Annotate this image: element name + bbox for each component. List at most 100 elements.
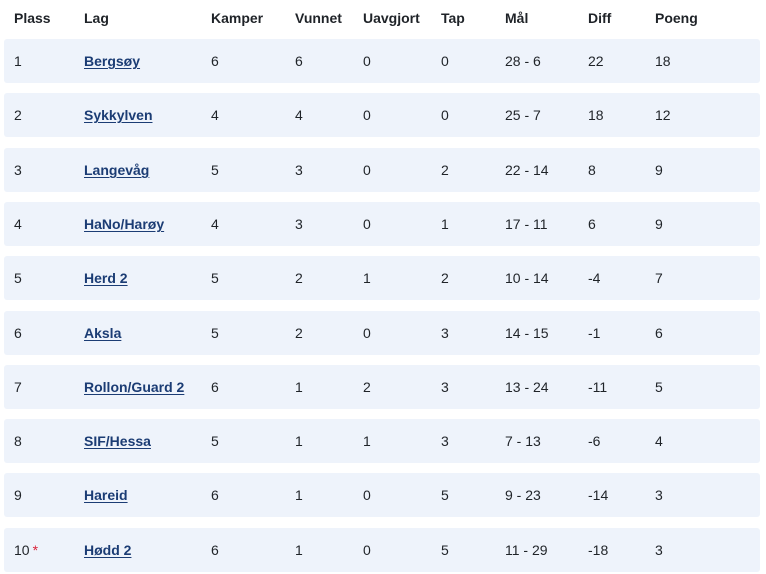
cell-plass: 8 — [14, 433, 22, 449]
team-link[interactable]: Sykkylven — [84, 107, 153, 123]
cell-vunnet: 1 — [295, 487, 303, 503]
rank-value: 6 — [14, 325, 22, 341]
cell-plass: 10 * — [14, 542, 38, 558]
cell-uavgjort: 0 — [363, 53, 371, 69]
header-vunnet: Vunnet — [295, 10, 342, 26]
cell-diff: -6 — [588, 433, 601, 449]
cell-mal: 13 - 24 — [505, 379, 549, 395]
cell-kamper: 6 — [211, 53, 219, 69]
cell-vunnet: 6 — [295, 53, 303, 69]
cell-poeng: 5 — [655, 379, 663, 395]
rank-value: 4 — [14, 216, 22, 232]
rank-value: 5 — [14, 270, 22, 286]
cell-diff: 8 — [588, 162, 596, 178]
cell-plass: 6 — [14, 325, 22, 341]
header-lag: Lag — [84, 10, 109, 26]
header-poeng: Poeng — [655, 10, 698, 26]
header-uavgjort: Uavgjort — [363, 10, 420, 26]
cell-uavgjort: 2 — [363, 379, 371, 395]
team-link[interactable]: HaNo/Harøy — [84, 216, 165, 232]
team-link[interactable]: Aksla — [84, 325, 122, 341]
cell-vunnet: 3 — [295, 216, 303, 232]
cell-uavgjort: 0 — [363, 216, 371, 232]
cell-lag: Langevåg — [84, 162, 149, 178]
cell-lag: Herd 2 — [84, 270, 128, 286]
cell-kamper: 6 — [211, 379, 219, 395]
cell-mal: 25 - 7 — [505, 107, 541, 123]
cell-lag: Rollon/Guard 2 — [84, 379, 184, 395]
table-row: 6 Aksla 5 2 0 3 14 - 15 -1 6 — [4, 311, 760, 355]
cell-tap: 0 — [441, 107, 449, 123]
cell-kamper: 6 — [211, 487, 219, 503]
cell-tap: 0 — [441, 53, 449, 69]
table-row: 7 Rollon/Guard 2 6 1 2 3 13 - 24 -11 5 — [4, 365, 760, 409]
cell-uavgjort: 1 — [363, 270, 371, 286]
cell-vunnet: 3 — [295, 162, 303, 178]
cell-plass: 4 — [14, 216, 22, 232]
cell-plass: 5 — [14, 270, 22, 286]
cell-diff: -4 — [588, 270, 601, 286]
table-row: 10 * Hødd 2 6 1 0 5 11 - 29 -18 3 — [4, 528, 760, 572]
cell-diff: -11 — [588, 379, 608, 395]
cell-lag: SIF/Hessa — [84, 433, 151, 449]
cell-tap: 3 — [441, 379, 449, 395]
table-row: 1 Bergsøy 6 6 0 0 28 - 6 22 18 — [4, 39, 760, 83]
cell-kamper: 4 — [211, 216, 219, 232]
asterisk-marker: * — [32, 542, 39, 558]
cell-poeng: 3 — [655, 542, 663, 558]
cell-poeng: 7 — [655, 270, 663, 286]
team-link[interactable]: Bergsøy — [84, 53, 141, 69]
cell-plass: 9 — [14, 487, 22, 503]
cell-uavgjort: 1 — [363, 433, 371, 449]
team-link[interactable]: SIF/Hessa — [84, 433, 151, 449]
cell-mal: 28 - 6 — [505, 53, 541, 69]
cell-diff: 22 — [588, 53, 604, 69]
cell-lag: Bergsøy — [84, 53, 140, 69]
team-link[interactable]: Langevåg — [84, 162, 150, 178]
cell-uavgjort: 0 — [363, 487, 371, 503]
rank-value: 2 — [14, 107, 22, 123]
rank-value: 1 — [14, 53, 22, 69]
cell-diff: 18 — [588, 107, 604, 123]
cell-kamper: 5 — [211, 270, 219, 286]
team-link[interactable]: Hareid — [84, 487, 128, 503]
cell-lag: Hødd 2 — [84, 542, 131, 558]
cell-kamper: 4 — [211, 107, 219, 123]
cell-poeng: 4 — [655, 433, 663, 449]
cell-lag: Hareid — [84, 487, 128, 503]
cell-plass: 7 — [14, 379, 22, 395]
cell-kamper: 5 — [211, 433, 219, 449]
cell-vunnet: 1 — [295, 542, 303, 558]
header-plass: Plass — [14, 10, 51, 26]
cell-vunnet: 1 — [295, 379, 303, 395]
team-link[interactable]: Hødd 2 — [84, 542, 132, 558]
header-mal: Mål — [505, 10, 529, 26]
table-row: 4 HaNo/Harøy 4 3 0 1 17 - 11 6 9 — [4, 202, 760, 246]
cell-poeng: 12 — [655, 107, 671, 123]
cell-mal: 7 - 13 — [505, 433, 541, 449]
cell-vunnet: 4 — [295, 107, 303, 123]
cell-plass: 2 — [14, 107, 22, 123]
cell-tap: 2 — [441, 270, 449, 286]
cell-poeng: 9 — [655, 216, 663, 232]
cell-uavgjort: 0 — [363, 542, 371, 558]
table-row: 3 Langevåg 5 3 0 2 22 - 14 8 9 — [4, 148, 760, 192]
team-link[interactable]: Rollon/Guard 2 — [84, 379, 185, 395]
cell-mal: 17 - 11 — [505, 216, 548, 232]
cell-tap: 3 — [441, 433, 449, 449]
cell-diff: -1 — [588, 325, 601, 341]
cell-vunnet: 1 — [295, 433, 303, 449]
cell-mal: 10 - 14 — [505, 270, 549, 286]
cell-mal: 14 - 15 — [505, 325, 549, 341]
team-link[interactable]: Herd 2 — [84, 270, 128, 286]
cell-tap: 3 — [441, 325, 449, 341]
cell-poeng: 9 — [655, 162, 663, 178]
cell-tap: 5 — [441, 487, 449, 503]
cell-mal: 11 - 29 — [505, 542, 548, 558]
cell-diff: -14 — [588, 487, 609, 503]
cell-tap: 2 — [441, 162, 449, 178]
cell-lag: HaNo/Harøy — [84, 216, 164, 232]
header-diff: Diff — [588, 10, 612, 26]
cell-lag: Aksla — [84, 325, 121, 341]
